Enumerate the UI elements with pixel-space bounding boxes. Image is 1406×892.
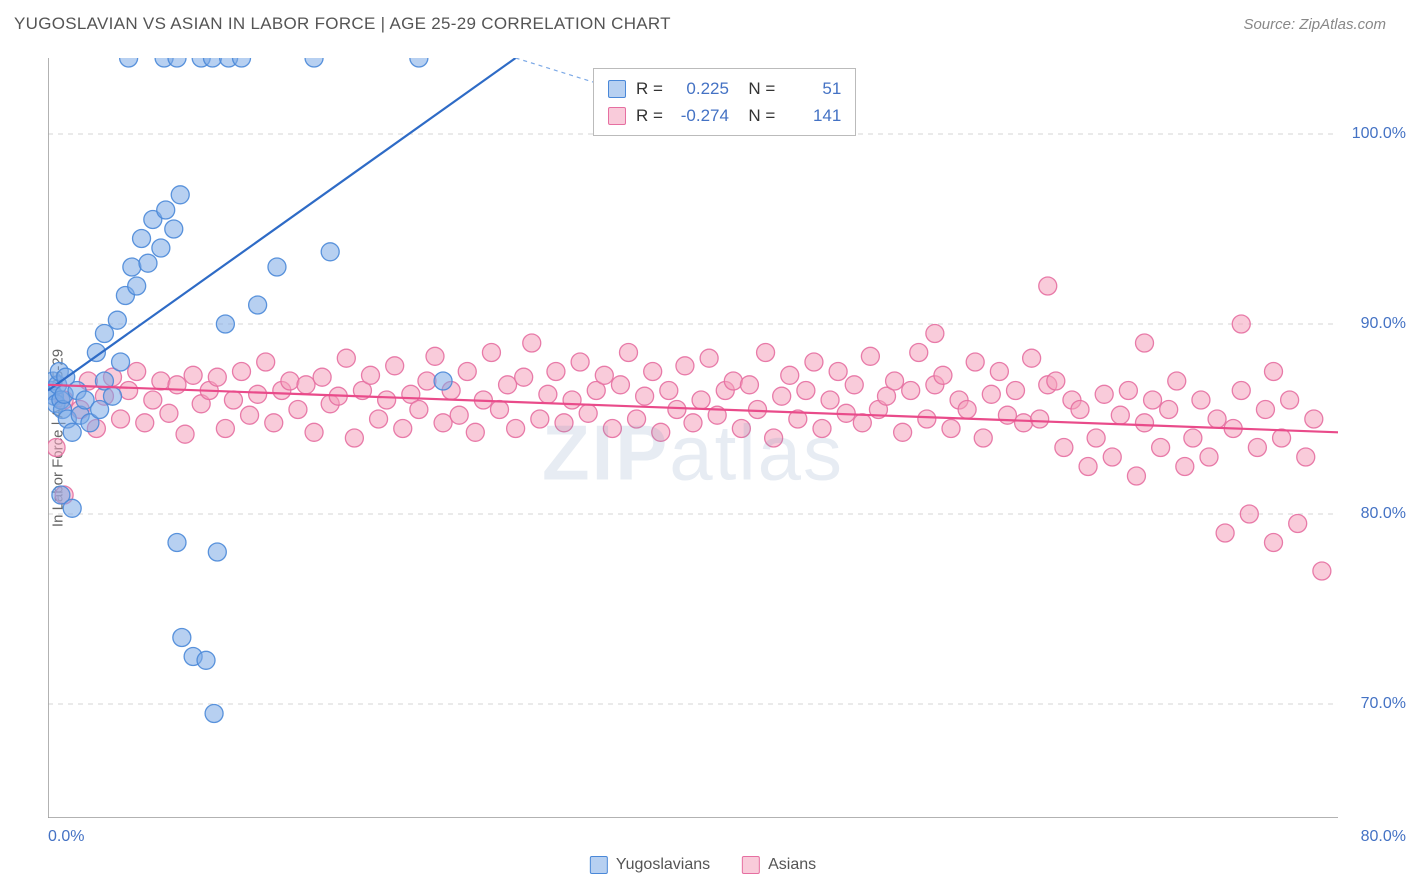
x-axis-max-label: 80.0% xyxy=(1361,828,1406,846)
correlation-stats-box: R = 0.225 N = 51 R = -0.274 N = 141 xyxy=(593,68,856,136)
stats-row-asians: R = -0.274 N = 141 xyxy=(608,102,841,129)
stats-r-value: 0.225 xyxy=(673,75,729,102)
chart-source: Source: ZipAtlas.com xyxy=(1243,16,1386,33)
y-tick-label: 80.0% xyxy=(1361,505,1406,523)
y-tick-label: 100.0% xyxy=(1352,125,1406,143)
stats-n-value: 51 xyxy=(785,75,841,102)
stats-n-label: N = xyxy=(739,102,775,129)
chart-title: YUGOSLAVIAN VS ASIAN IN LABOR FORCE | AG… xyxy=(14,14,671,34)
x-axis-min-label: 0.0% xyxy=(48,828,84,846)
swatch-icon xyxy=(742,856,760,874)
legend-item-yugoslavians: Yugoslavians xyxy=(590,856,710,874)
stats-r-label: R = xyxy=(636,102,663,129)
swatch-icon xyxy=(590,856,608,874)
swatch-icon xyxy=(608,107,626,125)
swatch-icon xyxy=(608,80,626,98)
legend-item-asians: Asians xyxy=(742,856,816,874)
stats-n-label: N = xyxy=(739,75,775,102)
y-tick-label: 70.0% xyxy=(1361,695,1406,713)
chart-header: YUGOSLAVIAN VS ASIAN IN LABOR FORCE | AG… xyxy=(0,0,1406,48)
bottom-legend: Yugoslavians Asians xyxy=(590,856,816,874)
stats-r-value: -0.274 xyxy=(673,102,729,129)
legend-label: Yugoslavians xyxy=(616,856,710,874)
legend-label: Asians xyxy=(768,856,816,874)
stats-r-label: R = xyxy=(636,75,663,102)
stats-n-value: 141 xyxy=(785,102,841,129)
scatter-plot xyxy=(48,58,1338,818)
y-tick-label: 90.0% xyxy=(1361,315,1406,333)
stats-row-yugoslavians: R = 0.225 N = 51 xyxy=(608,75,841,102)
chart-area: In Labor Force | Age 25-29 ZIPatlas R = … xyxy=(48,58,1338,818)
